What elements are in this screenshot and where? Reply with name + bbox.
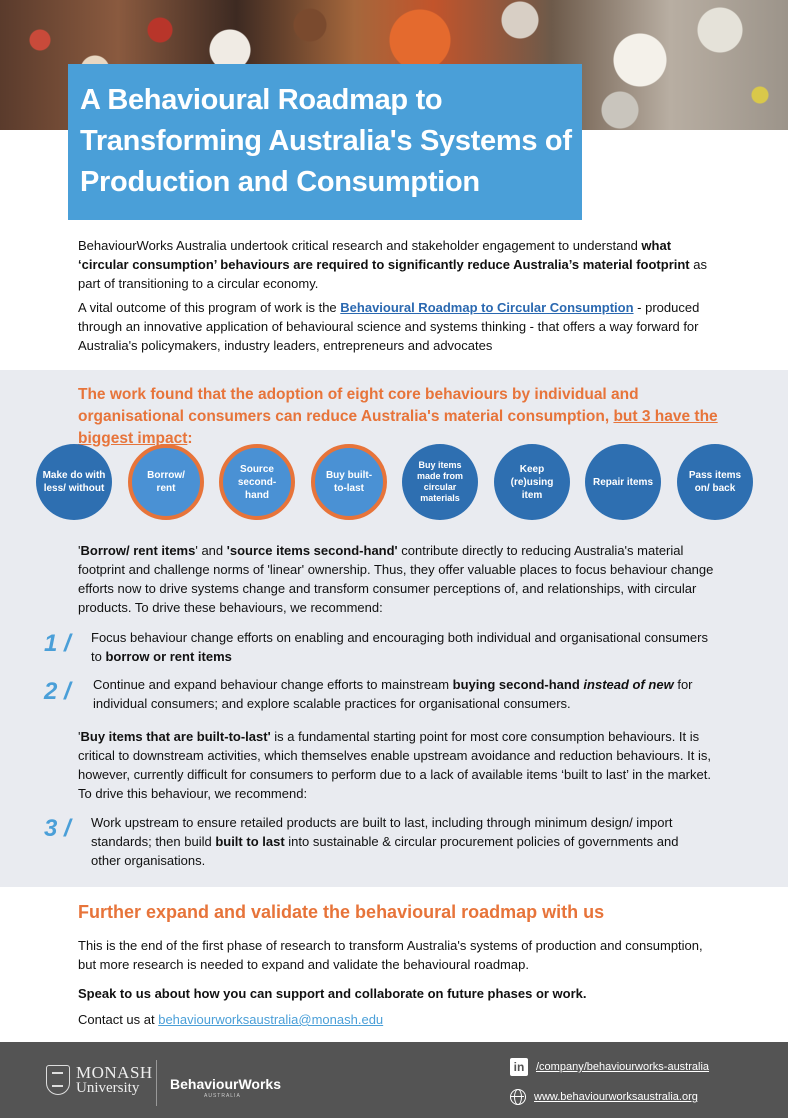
recommendation-text: Continue and expand behaviour change eff… xyxy=(93,677,693,711)
behaviour-circle: Pass items on/ back xyxy=(677,444,753,520)
intro-section: BehaviourWorks Australia undertook criti… xyxy=(78,236,718,360)
linkedin-link[interactable]: in /company/behaviourworks-australia xyxy=(510,1058,709,1076)
behaviour-circle-highlighted: Source second-hand xyxy=(219,444,295,520)
behaviour-circle: Keep (re)using item xyxy=(494,444,570,520)
behaviour-circle-highlighted: Borrow/ rent xyxy=(128,444,204,520)
built-to-last-paragraph: 'Buy items that are built-to-last' is a … xyxy=(78,729,711,801)
roadmap-link[interactable]: Behavioural Roadmap to Circular Consumpt… xyxy=(340,300,634,315)
contact-line: Contact us at behaviourworksaustralia@mo… xyxy=(78,1012,384,1027)
behaviour-circle: Buy items made from circular materials xyxy=(402,444,478,520)
behaviour-circle: Repair items xyxy=(585,444,661,520)
findings-panel xyxy=(0,370,788,887)
further-heading: Further expand and validate the behaviou… xyxy=(78,902,605,922)
recommendation-number: 1 / xyxy=(44,630,71,657)
intro-paragraph-1: BehaviourWorks Australia undertook criti… xyxy=(78,238,707,291)
behaviour-circle-highlighted: Buy built-to-last xyxy=(311,444,387,520)
footer: MONASH University BehaviourWorks AUSTRAL… xyxy=(0,1042,788,1118)
findings-headline: The work found that the adoption of eigh… xyxy=(78,386,718,447)
intro-paragraph-2: A vital outcome of this program of work … xyxy=(78,300,700,353)
monash-crest-icon xyxy=(46,1065,70,1095)
logo-divider xyxy=(156,1060,157,1106)
page-title: A Behavioural Roadmap to Transforming Au… xyxy=(80,84,572,198)
call-to-action: Speak to us about how you can support an… xyxy=(78,986,587,1001)
recommendation-text: Focus behaviour change efforts on enabli… xyxy=(91,630,708,664)
behaviourworks-logo-sub: AUSTRALIA xyxy=(204,1093,241,1099)
title-box xyxy=(68,64,582,220)
behaviourworks-logo: BehaviourWorks xyxy=(170,1076,281,1092)
monash-logo: MONASH University xyxy=(46,1064,153,1096)
website-link[interactable]: www.behaviourworksaustralia.org xyxy=(510,1089,698,1105)
email-link[interactable]: behaviourworksaustralia@monash.edu xyxy=(158,1012,384,1027)
behaviour-circles: Make do with less/ without Borrow/ rent … xyxy=(0,444,788,524)
globe-icon xyxy=(510,1089,526,1105)
recommendation-text: Work upstream to ensure retailed product… xyxy=(91,815,679,868)
further-paragraph: This is the end of the first phase of re… xyxy=(78,938,703,972)
linkedin-icon: in xyxy=(510,1058,528,1076)
behaviour-circle: Make do with less/ without xyxy=(36,444,112,520)
recommendation-number: 3 / xyxy=(44,815,71,842)
borrow-source-paragraph: 'Borrow/ rent items' and 'source items s… xyxy=(78,543,714,615)
recommendation-number: 2 / xyxy=(44,678,71,705)
